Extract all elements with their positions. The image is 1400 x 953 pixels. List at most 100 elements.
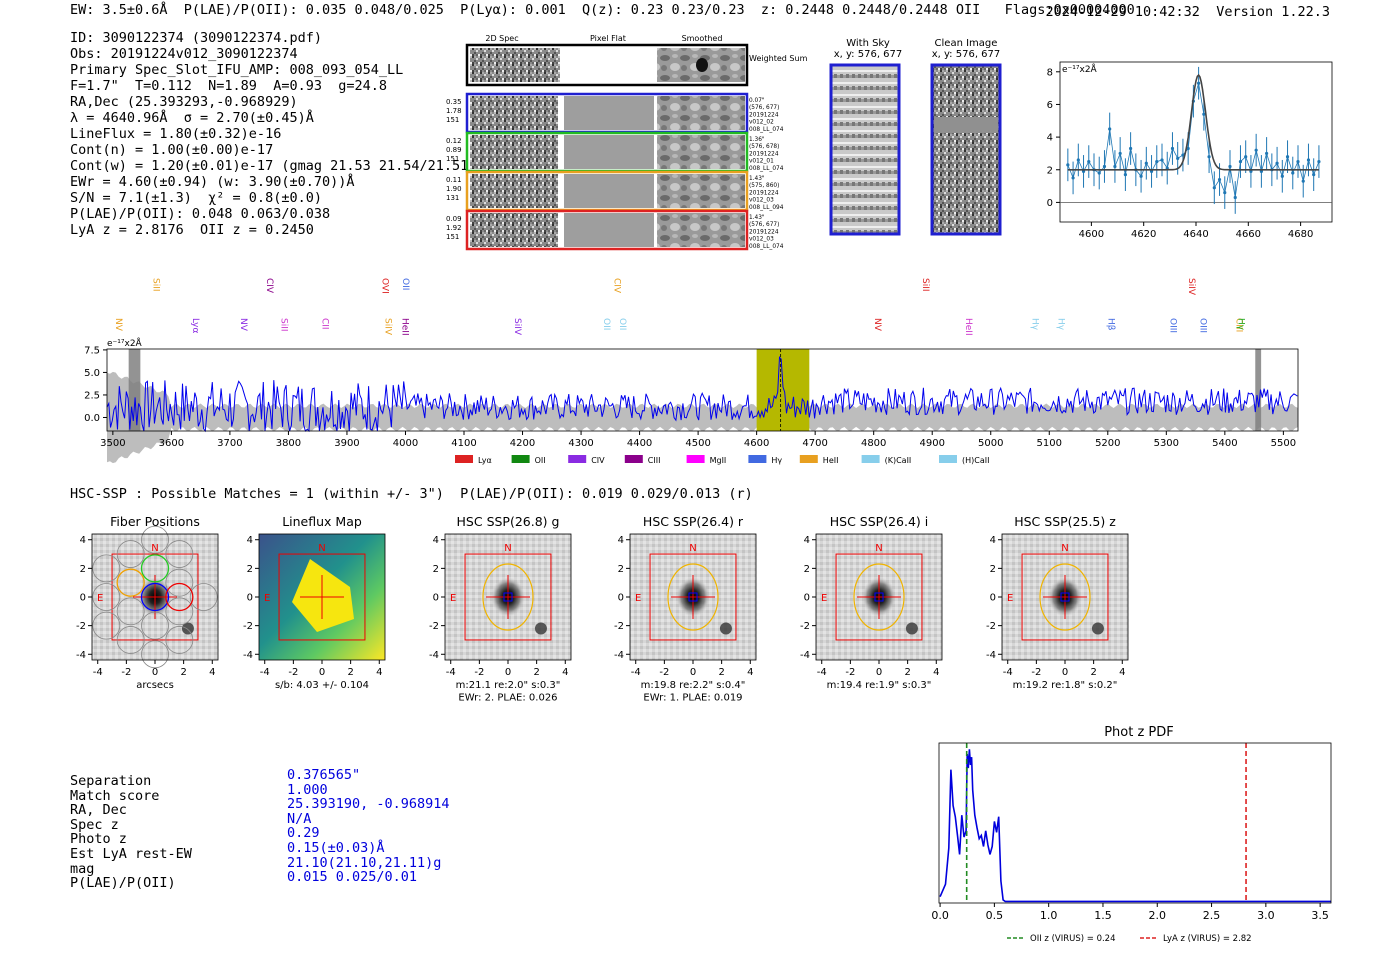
- hsc-ytick-label: -2: [243, 621, 253, 632]
- hsc-ytick-label: 0: [247, 593, 253, 604]
- spectral-line-label: Lyα: [190, 318, 200, 334]
- hsc-xtick-label: 0: [152, 667, 158, 678]
- hsc-xtick-label: 4: [1119, 667, 1125, 678]
- row-pixel-flat: [564, 174, 654, 208]
- neighbor-source: [905, 622, 918, 635]
- col-title-pixel-flat: Pixel Flat: [590, 34, 626, 43]
- hsc-ytick-label: -2: [800, 621, 810, 632]
- match-marker: [688, 592, 698, 602]
- aperture-box: [835, 553, 923, 641]
- fiber-circle: [140, 582, 170, 612]
- full-ytick-label: 7.5: [84, 345, 100, 356]
- fiber-circle: [140, 554, 170, 583]
- zoom-xtick-label: 4660: [1236, 229, 1261, 240]
- legend-label: (H)CaII: [962, 456, 989, 465]
- spectral-line-label: Hγ: [1056, 318, 1066, 331]
- spectral-line-label: SiII: [150, 278, 160, 292]
- spectral-line-label: HeII: [400, 318, 410, 336]
- full-xtick-label: 5500: [1271, 438, 1296, 449]
- fiber-circle: [189, 583, 218, 611]
- full-spectrum-chart: e⁻¹⁷x2Å 3500 3600 3700 3800 3900 4000 4100 4200…: [84, 278, 1299, 465]
- match-value: 0.376565": [287, 767, 361, 783]
- row-smoothed: [657, 96, 745, 130]
- zoom-xtick-label: 4640: [1183, 229, 1208, 240]
- hsc-ytick-label: 2: [990, 564, 996, 575]
- detection-line: RA,Dec (25.393293,-0.968929): [70, 94, 298, 110]
- match-label: P(LAE)/P(OII): [70, 875, 176, 892]
- row-smoothed: [657, 174, 745, 208]
- hsc-panel-title: Fiber Positions: [110, 514, 200, 529]
- match-value: N/A: [287, 810, 312, 827]
- row-right-info: 20191224: [749, 112, 779, 118]
- full-ytick-label: 5.0: [84, 368, 100, 379]
- detection-line: Cont(w) = 1.20(±0.01)e-17 (gmag 21.53 21…: [70, 158, 493, 174]
- hsc-xtick-label: 2: [533, 667, 539, 678]
- hsc-xtick-label: 4: [933, 667, 939, 678]
- full-xtick-label: 4600: [744, 438, 769, 449]
- hsc-xtick-label: 4: [747, 667, 753, 678]
- detection-line: λ = 4640.96Å σ = 2.70(±0.45)Å: [70, 110, 314, 126]
- row-right-info: v012_03: [749, 237, 774, 243]
- fiber-circle: [116, 540, 145, 568]
- lineflux-peak: [292, 559, 354, 632]
- fiber-circle: [92, 611, 121, 640]
- row-2d-spec: [470, 174, 558, 208]
- row-2d-spec: [470, 213, 558, 247]
- zoom-ytick-label: 0: [1047, 198, 1053, 209]
- kron-ellipse: [1039, 563, 1091, 631]
- hsc-ytick-label: 2: [618, 564, 624, 575]
- detection-line: Primary Spec_Slot_IFU_AMP: 008_093_054_L…: [70, 62, 404, 78]
- hsc-xtick-label: -2: [121, 667, 131, 678]
- legend-swatch: [686, 455, 705, 463]
- with-sky-title: With Sky x, y: 576, 677: [788, 38, 948, 60]
- full-xtick-label: 4900: [919, 438, 944, 449]
- compass-n: N: [504, 543, 511, 554]
- compass-n: N: [1061, 543, 1068, 554]
- match-label: Spec z: [70, 816, 119, 833]
- zoom-ylabel: e⁻¹⁷x2Å: [1062, 63, 1098, 75]
- hsc-xtick-label: -2: [1031, 667, 1041, 678]
- hsc-xtick-label: 0: [319, 667, 325, 678]
- fiber-circle: [141, 525, 169, 554]
- hsc-caption: EWr: 1. PLAE: 0.019: [643, 693, 742, 704]
- legend-label: (K)CaII: [885, 456, 912, 465]
- fiber-circle: [141, 640, 169, 669]
- detection-line: EWr = 4.60(±0.94) (w: 3.90(±0.70))Å: [70, 174, 355, 190]
- fiber-circle: [116, 626, 145, 654]
- hsc-xtick-label: -4: [446, 667, 456, 678]
- col-title-smoothed: Smoothed: [682, 34, 723, 43]
- aperture-box: [278, 553, 366, 641]
- detection-line: LyA z = 2.8176 OII z = 0.2450: [70, 222, 314, 238]
- hsc-ytick-label: 4: [80, 535, 86, 546]
- detection-line: ID: 3090122374 (3090122374.pdf): [70, 30, 322, 46]
- with-sky-image: [829, 63, 901, 236]
- full-blocked-range: [128, 349, 141, 431]
- fiber-circle: [165, 597, 194, 626]
- spectral-line-label: OVI: [380, 278, 390, 294]
- hsc-panel-title: HSC SSP(25.5) z: [1014, 514, 1116, 529]
- legend-label: MgII: [710, 456, 727, 465]
- neighbor-source: [181, 622, 194, 635]
- full-xtick-label: 4700: [802, 438, 827, 449]
- hsc-ytick-label: -4: [986, 650, 996, 661]
- zoom-frame: [1059, 61, 1333, 223]
- clean-image-coords: x, y: 576, 677: [931, 49, 1001, 60]
- weighted-blob: [696, 58, 708, 72]
- header-timestamp: 2024-12-29 10:42:32 Version 1.22.3: [1046, 4, 1331, 20]
- row-left-stat: 151: [446, 233, 459, 241]
- neighbor-source: [1091, 622, 1104, 635]
- match-marker: [1060, 592, 1070, 602]
- fiber-circle: [92, 583, 121, 611]
- photz-xtick-label: 1.0: [1040, 909, 1058, 922]
- compass-e: E: [97, 593, 103, 604]
- match-value: 0.15(±0.03)Å: [287, 839, 385, 856]
- detection-line: Cont(n) = 1.00(±0.00)e-17: [70, 142, 274, 158]
- full-xtick-label: 5200: [1095, 438, 1120, 449]
- zoom-ytick-label: 2: [1047, 165, 1053, 176]
- match-marker: [503, 592, 513, 602]
- full-noise-band: [107, 371, 1298, 464]
- hsc-xtick-label: 4: [209, 667, 215, 678]
- hsc-caption: m:19.4 re:1.9" s:0.3": [827, 680, 932, 691]
- hsc-xtick-label: 0: [1062, 667, 1068, 678]
- full-xtick-label: 4500: [685, 438, 710, 449]
